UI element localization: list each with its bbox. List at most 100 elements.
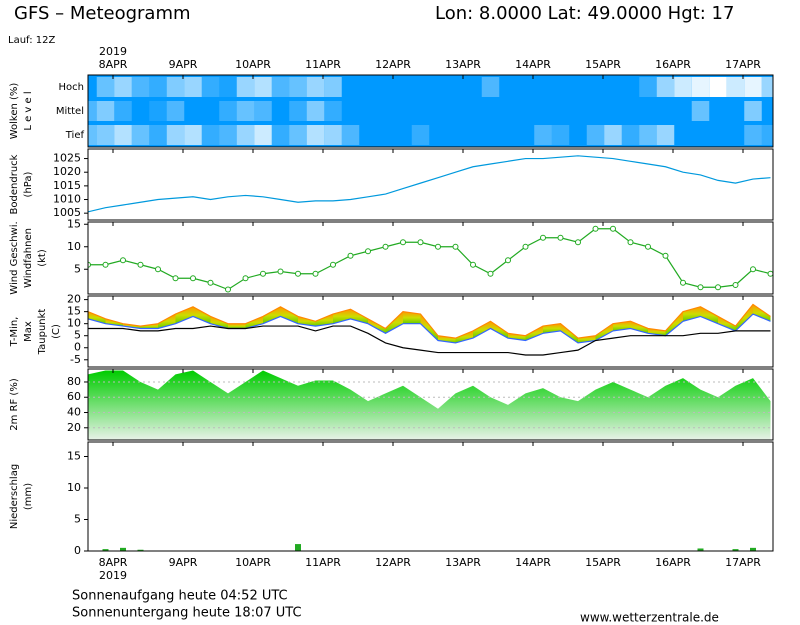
- date-label-bottom: 15APR: [585, 556, 621, 569]
- cloud-cell: [377, 125, 395, 145]
- marker: [190, 275, 196, 282]
- cloud-cell: [691, 101, 710, 121]
- y-axis-label: Wolken (%): [9, 83, 20, 140]
- marker: [505, 257, 511, 264]
- y-tick-label: 10: [67, 240, 81, 253]
- cloud-cell: [744, 101, 762, 121]
- y-tick-label: 0: [74, 544, 81, 557]
- temp-band: [560, 323, 578, 343]
- marker: [137, 261, 144, 268]
- plot-marks: [88, 75, 780, 551]
- date-label-bottom: 12APR: [375, 556, 411, 569]
- cloud-cell: [464, 101, 482, 121]
- marker: [750, 266, 756, 273]
- marker: [662, 252, 669, 259]
- marker: [382, 243, 389, 250]
- cloud-cell: [114, 125, 132, 145]
- bar: [295, 544, 301, 551]
- bar: [120, 547, 126, 551]
- cloud-cell: [586, 125, 605, 145]
- panel-frame: [87, 368, 774, 441]
- panel-frame: [87, 221, 774, 295]
- cloud-cell: [359, 125, 377, 145]
- marker: [172, 275, 179, 282]
- bar: [137, 549, 144, 551]
- marker: [540, 234, 546, 241]
- marker: [767, 270, 773, 277]
- cloud-cell: [394, 77, 412, 97]
- cloud-cell: [587, 77, 605, 97]
- temp-band: [175, 306, 193, 324]
- cloud-cell: [744, 125, 762, 145]
- bar: [732, 549, 739, 551]
- level-label: Hoch: [59, 82, 84, 93]
- temp-band: [455, 330, 473, 343]
- cloud-cell: [429, 101, 447, 121]
- cloud-cell: [236, 125, 255, 145]
- temp-band: [525, 326, 543, 341]
- temp-band: [735, 304, 753, 331]
- cloud-cell: [552, 77, 570, 97]
- cloud-cell: [324, 101, 342, 121]
- marker: [627, 239, 634, 246]
- marker: [732, 282, 739, 288]
- y-axis-label: (kt): [37, 249, 48, 267]
- level-label: Mittel: [56, 106, 84, 117]
- line: [88, 325, 771, 356]
- date-label-bottom: 10APR: [235, 556, 271, 569]
- cloud-cell: [674, 77, 692, 97]
- marker: [452, 243, 459, 250]
- panel-frame: [87, 295, 774, 368]
- temp-band: [665, 311, 683, 336]
- temp-band: [490, 321, 508, 339]
- cloud-cell: [639, 77, 657, 97]
- y-tick-label: 20: [67, 421, 81, 434]
- bar: [750, 547, 756, 551]
- temp-band: [263, 306, 281, 324]
- temp-band: [88, 311, 106, 324]
- marker: [557, 234, 564, 241]
- cloud-cell: [411, 125, 430, 145]
- temp-band: [403, 311, 421, 324]
- y-tick-label: 1025: [53, 152, 81, 165]
- y-tick-label: 20: [67, 293, 81, 306]
- cloud-cell: [96, 125, 115, 145]
- panel-frame: [87, 148, 774, 221]
- temp-band: [333, 309, 351, 324]
- cloud-cell: [481, 77, 500, 97]
- marker: [347, 252, 354, 259]
- cloud-cell: [271, 77, 290, 97]
- y-axis-label: Wind Geschwi.: [9, 221, 20, 294]
- temp-band: [315, 314, 333, 327]
- marker: [155, 266, 161, 273]
- date-label-bottom: 11APR: [305, 556, 341, 569]
- cloud-cell: [254, 125, 272, 145]
- y-axis-label: (C): [51, 324, 62, 339]
- year-bottom: 2019: [99, 569, 127, 582]
- cloud-cell: [499, 125, 517, 145]
- cloud-cell: [604, 101, 622, 121]
- y-axis-label: L e v e l: [23, 91, 34, 130]
- year-top: 2019: [99, 45, 127, 58]
- y-tick-label: 40: [67, 406, 81, 419]
- area: [88, 370, 771, 440]
- cloud-cell: [341, 125, 360, 145]
- cloud-cell: [289, 77, 307, 97]
- cloud-cell: [236, 101, 255, 121]
- marker: [312, 270, 319, 277]
- marker: [277, 268, 284, 275]
- cloud-cell: [657, 101, 675, 121]
- cloud-cell: [534, 125, 552, 145]
- cloud-cell: [674, 125, 692, 145]
- marker: [470, 261, 476, 268]
- cloud-cell: [219, 101, 237, 121]
- cloud-cell: [394, 101, 412, 121]
- date-label-top: 10APR: [235, 58, 271, 71]
- y-tick-label: -5: [70, 353, 81, 366]
- date-label-top: 15APR: [585, 58, 621, 71]
- y-tick-label: 15: [67, 305, 81, 318]
- cloud-cell: [762, 101, 780, 121]
- line: [88, 313, 771, 344]
- marker: [365, 248, 371, 255]
- cloud-cell: [534, 101, 552, 121]
